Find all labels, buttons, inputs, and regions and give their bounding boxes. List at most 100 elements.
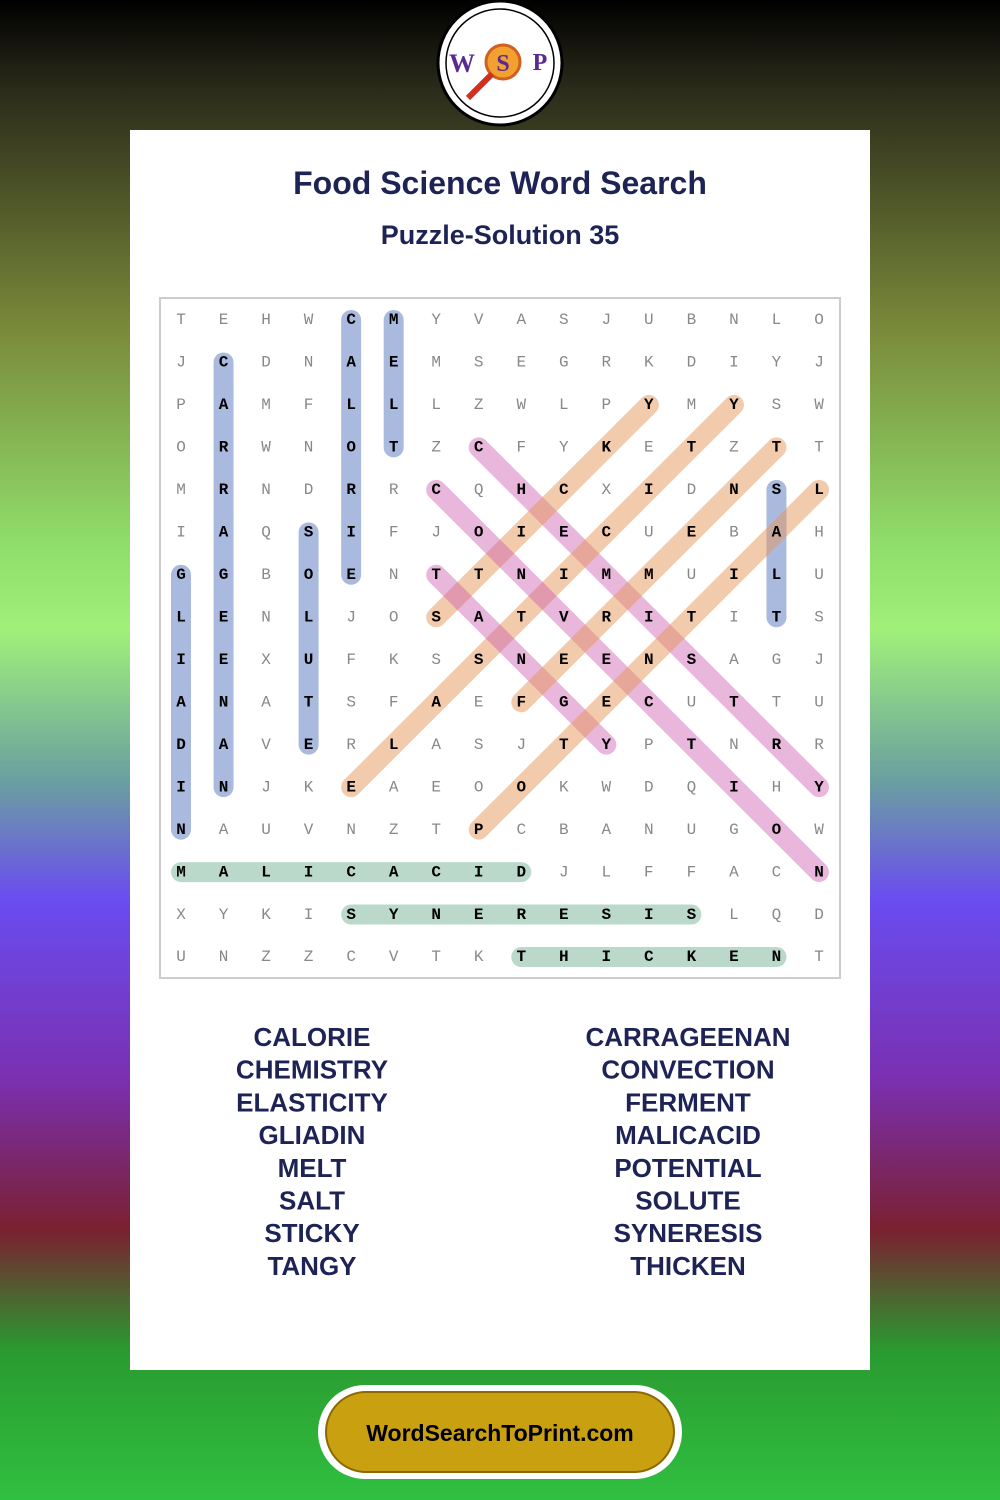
word-list-item: SALT <box>279 1186 345 1216</box>
grid-letter: U <box>261 821 271 839</box>
grid-letter: Z <box>729 439 739 457</box>
grid-letter: J <box>261 778 271 796</box>
grid-letter: Q <box>687 778 697 796</box>
word-list-item: SYNERESIS <box>614 1218 763 1248</box>
grid-letter: A <box>729 863 739 881</box>
grid-letter: M <box>687 396 697 414</box>
grid-letter: F <box>644 863 654 881</box>
grid-letter: S <box>559 311 569 329</box>
grid-letter: H <box>261 311 271 329</box>
grid-letter: F <box>389 524 399 542</box>
word-list-item: SOLUTE <box>635 1186 740 1216</box>
word-list-item: MELT <box>278 1153 347 1183</box>
grid-letter: I <box>516 524 526 542</box>
grid-letter: N <box>219 948 229 966</box>
grid-letter: K <box>474 948 484 966</box>
grid-letter: F <box>304 396 314 414</box>
grid-letter: N <box>729 311 739 329</box>
grid-letter: R <box>516 906 526 924</box>
grid-letter: I <box>644 608 654 626</box>
grid-letter: S <box>687 906 697 924</box>
grid-letter: I <box>729 778 739 796</box>
grid-letter: C <box>772 863 782 881</box>
grid-letter: A <box>602 821 612 839</box>
logo-letter: W <box>449 49 475 78</box>
grid-letter: O <box>346 439 356 457</box>
grid-letter: Y <box>559 439 569 457</box>
grid-letter: N <box>176 821 186 839</box>
grid-letter: J <box>559 863 569 881</box>
grid-letter: J <box>814 354 824 372</box>
grid-letter: K <box>304 778 314 796</box>
grid-letter: R <box>219 481 229 499</box>
grid-letter: T <box>772 439 782 457</box>
grid-letter: L <box>389 396 399 414</box>
site-button[interactable] <box>325 1391 675 1473</box>
grid-letter: L <box>729 906 739 924</box>
grid-letter: Y <box>431 311 441 329</box>
grid-letter: T <box>814 439 824 457</box>
grid-letter: L <box>346 396 356 414</box>
grid-letter: X <box>602 481 612 499</box>
grid-letter: C <box>559 481 569 499</box>
grid-letter: G <box>176 566 186 584</box>
grid-letter: L <box>176 608 186 626</box>
grid-letter: S <box>602 906 612 924</box>
grid-letter: Z <box>304 948 314 966</box>
grid-letter: I <box>602 948 612 966</box>
grid-letter: K <box>559 778 569 796</box>
logo-lens <box>484 43 522 81</box>
grid-letter: R <box>814 736 824 754</box>
grid-letter: E <box>644 439 654 457</box>
grid-letter: E <box>219 311 229 329</box>
grid-letter: Z <box>261 948 271 966</box>
grid-letter: N <box>261 481 271 499</box>
grid-letter: I <box>346 524 356 542</box>
grid-letter: E <box>346 778 356 796</box>
grid-letter: O <box>176 439 186 457</box>
grid-letter: A <box>346 354 356 372</box>
grid-letter: Q <box>261 524 271 542</box>
grid-letter: S <box>772 396 782 414</box>
grid-letter: V <box>559 608 569 626</box>
grid-letter: R <box>219 439 229 457</box>
grid-letter: I <box>644 481 654 499</box>
grid-letter: E <box>219 608 229 626</box>
grid-letter: N <box>644 651 654 669</box>
grid-letter: O <box>389 608 399 626</box>
grid-letter: Z <box>389 821 399 839</box>
site-link[interactable]: WordSearchToPrint.com <box>366 1420 634 1446</box>
grid-letter: E <box>304 736 314 754</box>
grid-letter: K <box>602 439 612 457</box>
word-list-item: TANGY <box>267 1251 356 1281</box>
grid-letter: W <box>516 396 526 414</box>
grid-letter: N <box>431 906 441 924</box>
grid-letter: R <box>772 736 782 754</box>
grid-letter: C <box>346 311 356 329</box>
grid-letter: D <box>644 778 654 796</box>
grid-letter: E <box>559 906 569 924</box>
grid-letter: A <box>729 651 739 669</box>
grid-frame <box>159 297 841 979</box>
grid-letter: S <box>431 608 441 626</box>
grid-letter: A <box>474 608 484 626</box>
grid-letter: T <box>176 311 186 329</box>
grid-letter: R <box>602 354 612 372</box>
grid-letter: T <box>516 948 526 966</box>
grid-letter: B <box>729 524 739 542</box>
grid-letter: D <box>687 354 697 372</box>
grid-letter: O <box>304 566 314 584</box>
grid-letter: G <box>729 821 739 839</box>
grid-letter: J <box>814 651 824 669</box>
grid-letter: A <box>219 396 229 414</box>
grid-letter: Y <box>389 906 399 924</box>
grid-letter: J <box>176 354 186 372</box>
grid-letter: N <box>304 354 314 372</box>
word-list-item: ELASTICITY <box>236 1087 388 1117</box>
grid-letter: H <box>772 778 782 796</box>
grid-letter: R <box>346 481 356 499</box>
grid-letter: K <box>261 906 271 924</box>
grid-letter: W <box>814 821 824 839</box>
grid-letter: C <box>431 863 441 881</box>
grid-letter: A <box>389 863 399 881</box>
